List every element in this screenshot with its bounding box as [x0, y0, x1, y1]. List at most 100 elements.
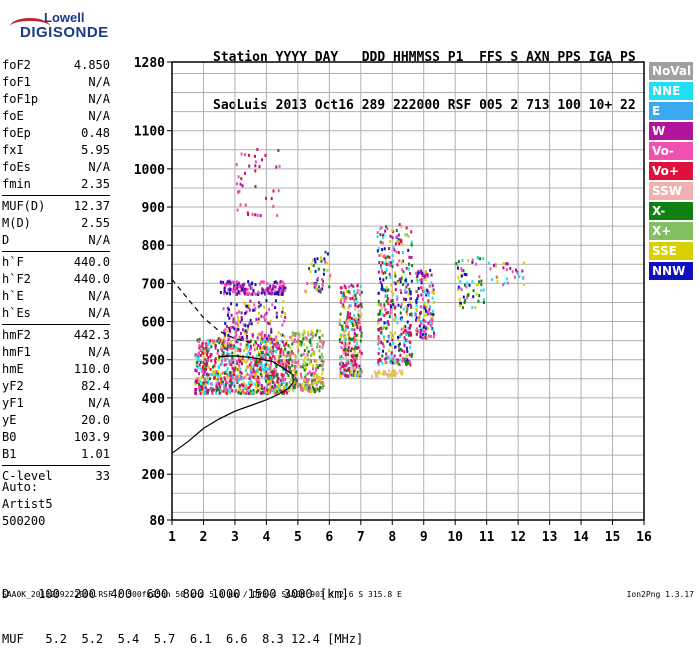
echo-point [243, 292, 246, 296]
echo-point [301, 365, 304, 369]
echo-point [392, 292, 395, 296]
echo-point [284, 389, 287, 393]
echo-point [267, 338, 270, 342]
echo-point [236, 379, 239, 383]
echo-point [251, 357, 254, 361]
echo-point [221, 338, 224, 342]
echo-point [274, 306, 277, 310]
echo-point [313, 374, 316, 378]
echo-point [407, 292, 410, 296]
param-row: yF1 N/A [2, 395, 110, 412]
echo-point [387, 323, 390, 327]
param-value: 4.850 [73, 58, 110, 72]
echo-point [273, 368, 276, 372]
echo-point [211, 341, 214, 345]
echo-point [377, 358, 380, 362]
echo-point [254, 360, 257, 364]
echo-point [357, 345, 360, 349]
echo-point [249, 357, 252, 361]
echo-point [378, 337, 381, 341]
echo-point [295, 370, 298, 374]
echo-point [353, 289, 355, 293]
echo-point [267, 288, 270, 292]
echo-point [343, 321, 346, 325]
echo-point [406, 307, 409, 311]
legend-item: NoVal [649, 62, 693, 80]
echo-point [343, 368, 346, 372]
echo-point [273, 338, 276, 342]
echo-point [351, 296, 354, 300]
echo-point [248, 304, 251, 308]
echo-point [226, 291, 228, 295]
echo-point [268, 373, 271, 376]
param-separator [2, 465, 110, 466]
echo-point [221, 281, 224, 285]
echo-point [397, 240, 400, 244]
echo-point [405, 354, 408, 358]
echo-point [457, 285, 460, 289]
echo-point [303, 343, 306, 347]
echo-point [294, 361, 297, 364]
echo-point [221, 371, 224, 375]
echo-point [420, 322, 422, 326]
echo-point [246, 292, 249, 296]
echo-point [277, 346, 280, 350]
echo-point [405, 357, 408, 360]
echo-point [264, 153, 267, 157]
echo-point [272, 349, 275, 353]
echo-point [342, 362, 344, 365]
echo-point [250, 381, 253, 385]
echo-point [358, 322, 361, 326]
echo-point [213, 339, 216, 343]
echo-point [199, 360, 202, 364]
param-row: foF2 4.850 [2, 57, 110, 74]
echo-point [383, 247, 386, 251]
echo-point [465, 285, 468, 289]
echo-point [215, 377, 218, 381]
echo-point [263, 389, 266, 393]
echo-point [205, 363, 208, 367]
echo-point [317, 285, 320, 289]
echo-point [391, 361, 394, 365]
param-key: yF2 [2, 379, 24, 393]
echo-point [265, 367, 268, 371]
echo-point [346, 296, 349, 300]
param-key: B1 [2, 447, 17, 461]
echo-point [431, 290, 434, 294]
echo-point [206, 361, 209, 365]
echo-point [268, 322, 271, 326]
echo-point [220, 347, 223, 351]
echo-point [242, 337, 245, 341]
echo-point [352, 363, 355, 367]
echo-point [306, 346, 309, 350]
echo-point [313, 359, 316, 363]
echo-point [244, 324, 247, 328]
echo-point [467, 259, 470, 263]
echo-point [521, 276, 524, 280]
echo-point [378, 341, 381, 345]
echo-point [307, 372, 309, 376]
echo-point [402, 330, 405, 334]
echo-point [515, 268, 517, 272]
echo-point [387, 374, 390, 378]
echo-point [226, 313, 229, 317]
echo-point [246, 372, 249, 376]
echo-point [206, 372, 209, 376]
echo-point [393, 248, 396, 252]
plot-frame [171, 61, 645, 521]
echo-point [277, 388, 280, 392]
echo-point [393, 354, 396, 358]
echo-point [276, 281, 279, 285]
echo-point [230, 346, 233, 350]
echo-point [409, 301, 412, 304]
echo-point [354, 372, 357, 376]
echo-point [272, 351, 274, 355]
echo-point [223, 286, 226, 290]
echo-point [358, 364, 361, 368]
echo-point [345, 324, 348, 328]
echo-point [374, 371, 377, 375]
echo-point [310, 281, 313, 285]
param-value: 33 [95, 469, 110, 483]
echo-point [258, 332, 261, 336]
y-tick-label: 200 [142, 468, 166, 483]
